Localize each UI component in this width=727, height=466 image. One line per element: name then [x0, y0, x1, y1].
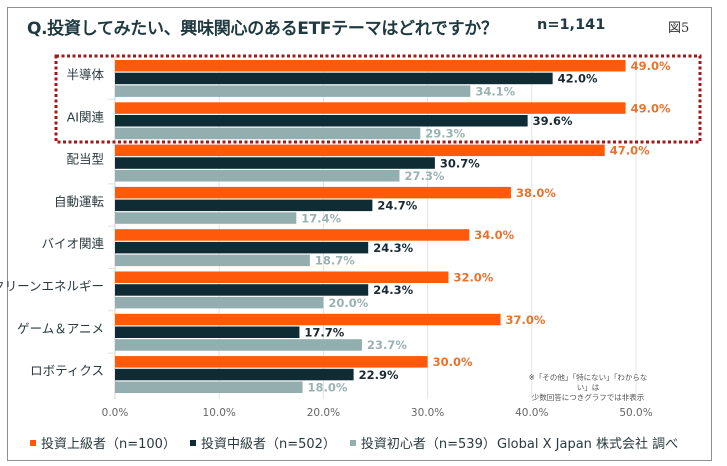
- data-label-advanced: 49.0%: [631, 101, 671, 115]
- category-label: 自動運転: [54, 194, 105, 209]
- legend-item-advanced: 投資上級者（n=100）: [30, 433, 176, 452]
- data-label-beginner: 29.3%: [425, 127, 465, 141]
- data-label-beginner: 27.3%: [404, 169, 444, 183]
- legend-label-advanced: 投資上級者（n=100）: [41, 437, 176, 452]
- bar-intermediate: [115, 284, 369, 296]
- footnote-line-2: 少数回答につきグラフでは非表示: [531, 393, 645, 402]
- bar-intermediate: [115, 157, 435, 169]
- data-label-intermediate: 24.7%: [377, 199, 417, 213]
- bar-beginner: [115, 85, 471, 97]
- bar-advanced: [115, 313, 501, 326]
- x-tick-label: 20.0%: [307, 407, 340, 419]
- footnote-line-1: ※「その他」「特にない」「わからない」は: [528, 373, 648, 392]
- category-label: 半導体: [66, 67, 104, 82]
- bar-beginner: [115, 170, 400, 182]
- x-tick-label: 10.0%: [203, 407, 236, 419]
- data-label-advanced: 38.0%: [516, 186, 556, 200]
- data-label-beginner: 18.7%: [315, 254, 355, 268]
- data-label-advanced: 34.0%: [474, 228, 514, 242]
- data-label-advanced: 30.0%: [433, 355, 473, 369]
- data-label-advanced: 47.0%: [610, 144, 650, 158]
- data-label-intermediate: 39.6%: [533, 114, 573, 128]
- bar-intermediate: [115, 241, 369, 254]
- data-label-beginner: 17.4%: [301, 211, 341, 225]
- bar-intermediate: [115, 326, 300, 338]
- data-label-beginner: 34.1%: [475, 84, 515, 98]
- source-credit: Global X Japan 株式会社 調べ: [497, 437, 679, 452]
- data-label-advanced: 49.0%: [631, 59, 671, 73]
- chart-title: Q.投資してみたい、興味関心のあるETFテーマはどれですか？: [27, 19, 498, 39]
- x-tick-label: 40.0%: [515, 407, 548, 419]
- legend-swatch-advanced: [30, 439, 36, 446]
- legend-item-intermediate: 投資中級者（n=502）: [189, 433, 336, 452]
- bar-advanced: [115, 144, 605, 157]
- footnote: ※「その他」「特にない」「わからない」は 少数回答につきグラフでは非表示: [528, 373, 648, 403]
- bar-beginner: [115, 381, 303, 393]
- figure-label: 図5: [668, 21, 690, 36]
- category-label: ゲーム＆アニメ: [17, 321, 104, 336]
- data-label-beginner: 20.0%: [328, 296, 368, 310]
- category-label: 配当型: [66, 152, 104, 167]
- bar-intermediate: [115, 115, 528, 127]
- category-label: ロボティクス: [30, 363, 104, 378]
- legend-swatch-intermediate: [189, 439, 196, 446]
- highlight-box: [54, 54, 702, 144]
- data-label-intermediate: 22.9%: [359, 368, 399, 382]
- x-tick-label: 0.0%: [102, 407, 129, 419]
- category-label: バイオ関連: [41, 236, 104, 251]
- bar-beginner: [115, 254, 310, 267]
- bar-advanced: [115, 60, 626, 72]
- category-label: クリーンエネルギー: [0, 279, 104, 294]
- bar-advanced: [115, 356, 428, 368]
- bar-advanced: [115, 186, 511, 199]
- category-label: AI関連: [67, 109, 105, 124]
- sample-size: n=1,141: [537, 17, 606, 33]
- data-label-beginner: 23.7%: [367, 338, 407, 352]
- bar-beginner: [115, 296, 324, 309]
- data-label-advanced: 37.0%: [506, 313, 546, 327]
- legend-item-beginner: 投資初心者（n=539）: [349, 433, 496, 452]
- legend-label-intermediate: 投資中級者（n=502）: [200, 437, 336, 452]
- x-tick-label: 50.0%: [619, 407, 652, 419]
- bar-intermediate: [115, 199, 373, 212]
- bar-intermediate: [115, 72, 553, 85]
- bar-beginner: [115, 127, 421, 140]
- data-label-intermediate: 24.3%: [373, 241, 413, 255]
- data-label-beginner: 18.0%: [308, 381, 348, 395]
- x-tick-label: 30.0%: [411, 407, 444, 419]
- data-label-intermediate: 42.0%: [558, 72, 598, 86]
- bar-beginner: [115, 212, 297, 224]
- bar-advanced: [115, 102, 626, 114]
- legend-label-beginner: 投資初心者（n=539）: [360, 437, 496, 452]
- bar-advanced: [115, 229, 470, 241]
- data-label-intermediate: 24.3%: [373, 283, 413, 297]
- data-label-intermediate: 17.7%: [304, 326, 344, 340]
- data-label-intermediate: 30.7%: [440, 156, 480, 170]
- bar-beginner: [115, 339, 362, 351]
- data-label-advanced: 32.0%: [453, 271, 493, 285]
- bar-intermediate: [115, 368, 354, 381]
- legend: 投資上級者（n=100） 投資中級者（n=502） 投資初心者（n=539）: [30, 433, 510, 452]
- legend-swatch-beginner: [349, 439, 356, 446]
- bar-advanced: [115, 271, 449, 283]
